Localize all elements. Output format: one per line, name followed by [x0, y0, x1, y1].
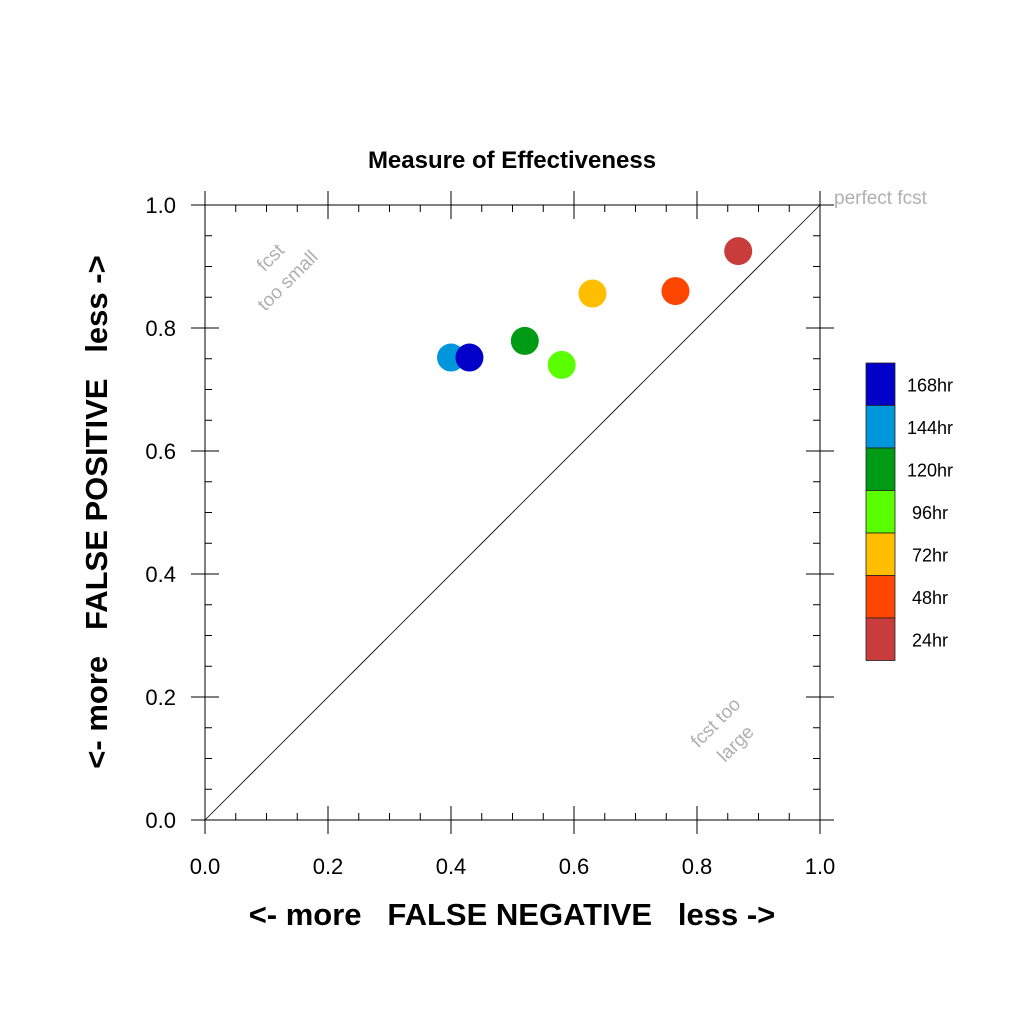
axis-ticks: [191, 191, 834, 834]
legend-swatch-48hr: [865, 575, 896, 619]
legend-swatch-24hr: [865, 617, 896, 661]
legend-label-168hr: 168hr: [907, 375, 953, 395]
y-tick-label: 0.8: [145, 316, 176, 341]
legend-label-144hr: 144hr: [907, 418, 953, 438]
legend-swatch-96hr: [865, 490, 896, 534]
chart-title: Measure of Effectiveness: [368, 147, 656, 174]
legend-swatch-120hr: [865, 447, 896, 491]
legend-label-48hr: 48hr: [912, 588, 948, 608]
y-tick-label: 0.2: [145, 685, 176, 710]
y-tick-label: 0.6: [145, 439, 176, 464]
annotation-perfect-fcst: perfect fcst: [834, 188, 928, 209]
tick-labels: 0.0 0.2 0.4 0.6 0.8 1.0 0.0 0.2 0.4 0.6 0.8 1.0: [145, 193, 835, 879]
legend-label-96hr: 96hr: [912, 503, 948, 523]
diagonal-line: [204, 204, 821, 821]
y-tick-label: 0.0: [145, 808, 176, 833]
point-48hr: [661, 277, 690, 306]
legend-swatch-144hr: [865, 405, 896, 449]
legend-label-72hr: 72hr: [912, 545, 948, 565]
point-72hr: [578, 279, 607, 308]
x-axis-label: <- more FALSE NEGATIVE less ->: [249, 897, 776, 932]
legend-label-24hr: 24hr: [912, 630, 948, 650]
point-168hr: [455, 343, 484, 372]
x-tick-label: 0.4: [436, 854, 467, 879]
x-tick-label: 0.6: [559, 854, 590, 879]
legend-label-120hr: 120hr: [907, 460, 953, 480]
y-tick-label: 1.0: [145, 193, 176, 218]
point-24hr: [724, 237, 753, 266]
legend-swatch-72hr: [865, 532, 896, 576]
annotations: fcst too small fcst too large perfect fc…: [253, 188, 927, 766]
legend-swatch-168hr: [865, 362, 896, 406]
x-tick-label: 1.0: [805, 854, 836, 879]
y-axis-label: <- more FALSE POSITIVE less ->: [79, 255, 114, 768]
y-tick-label: 0.4: [145, 562, 176, 587]
point-120hr: [510, 326, 539, 355]
data-points: [437, 237, 753, 379]
x-tick-label: 0.0: [190, 854, 221, 879]
legend: 168hr 144hr 120hr 96hr 72hr 48hr 24hr: [865, 362, 953, 661]
point-96hr: [547, 350, 576, 379]
x-tick-label: 0.8: [682, 854, 713, 879]
x-tick-label: 0.2: [313, 854, 344, 879]
